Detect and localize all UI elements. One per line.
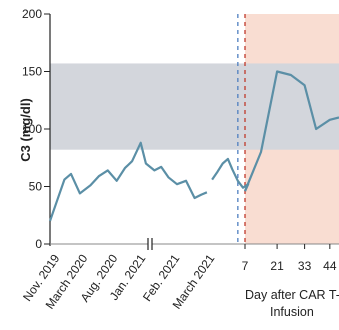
series-line bbox=[48, 141, 208, 222]
x-day-tick-label: 7 bbox=[242, 259, 249, 273]
normal-range-band bbox=[50, 63, 339, 150]
x-day-tick-label: 33 bbox=[298, 259, 312, 273]
y-tick-label: 50 bbox=[29, 180, 43, 194]
post-axis-label-line-1: Day after CAR T-Ce bbox=[245, 288, 339, 302]
post-axis-label-line-2: Infusion bbox=[270, 305, 314, 319]
y-tick-label: 0 bbox=[35, 237, 42, 251]
series-line bbox=[211, 157, 250, 192]
y-ticks: 0 50 100 150 200 bbox=[22, 7, 50, 251]
y-axis-title: C3 (mg/dl) bbox=[18, 98, 33, 162]
y-tick-label: 150 bbox=[22, 65, 42, 79]
x-day-tick-labels: 7 21 33 44 bbox=[242, 244, 337, 273]
data-lines bbox=[48, 70, 339, 222]
y-tick-label: 100 bbox=[22, 122, 42, 136]
x-day-tick-label: 44 bbox=[323, 259, 337, 273]
x-day-tick-label: 21 bbox=[270, 259, 284, 273]
y-tick-label: 200 bbox=[22, 7, 42, 21]
series-line bbox=[243, 70, 339, 192]
